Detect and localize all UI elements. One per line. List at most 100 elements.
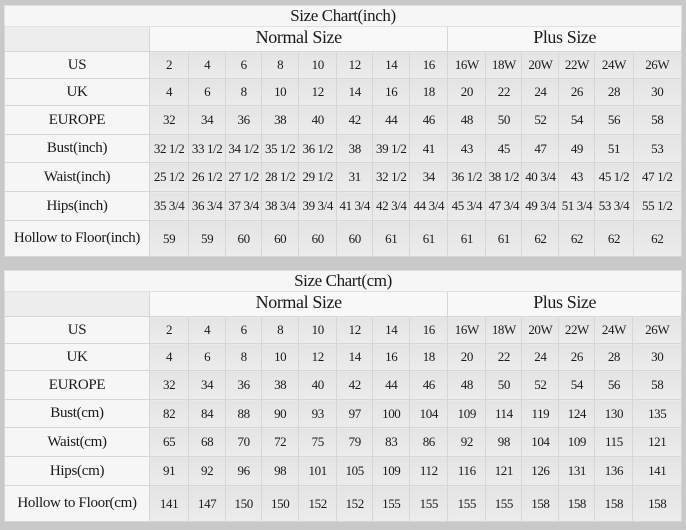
size-cell: 158 (594, 485, 634, 522)
size-cell: 51 (594, 134, 634, 163)
size-cell: 4 (149, 78, 190, 106)
size-cell: 44 3/4 (409, 191, 449, 221)
table-row: US 2 4 6 8 10 12 14 16 16W 18W 20W 22W 24W 26W (3, 51, 682, 79)
size-cell: 41 3/4 (336, 191, 374, 221)
size-cell: 22W (558, 51, 596, 79)
size-cell: 24 (521, 343, 560, 371)
size-cell: 124 (558, 399, 596, 428)
size-table: Size Chart(inch) Normal Size Plus Size US 2 4… (3, 5, 682, 257)
size-cell: 68 (188, 427, 227, 457)
size-cell: 42 3/4 (372, 191, 411, 221)
group-row: Normal Size Plus Size (3, 26, 682, 52)
size-cell: 158 (558, 485, 596, 522)
row-label: EUROPE (3, 370, 151, 400)
size-cell: 29 1/2 (298, 162, 338, 192)
table-row: Hollow to Floor(inch) 59 59 60 60 60 60 61 61 61 6… (3, 220, 682, 257)
size-cell: 44 (372, 105, 411, 135)
size-cell: 30 (632, 343, 682, 371)
size-cell: 35 3/4 (149, 191, 190, 221)
size-cell: 22W (558, 316, 596, 344)
size-cell: 38 (261, 370, 300, 400)
size-cell: 115 (594, 427, 634, 457)
row-label: EUROPE (3, 105, 151, 135)
title-row: Size Chart(inch) (4, 5, 682, 27)
size-cell: 24W (594, 51, 634, 79)
size-cell: 40 3/4 (521, 162, 560, 192)
row-label: Hips(cm) (3, 456, 151, 486)
size-cell: 130 (594, 399, 634, 428)
table-row: Hips(cm) 91 92 96 98 101 105 109 112 116 121 126 131… (3, 456, 682, 486)
size-cell: 34 (188, 105, 227, 135)
size-cell: 47 3/4 (485, 191, 523, 221)
size-cell: 75 (298, 427, 338, 457)
size-cell: 65 (149, 427, 190, 457)
size-cell: 131 (558, 456, 596, 486)
size-cell: 18W (485, 316, 523, 344)
size-cell: 27 1/2 (225, 162, 263, 192)
size-cell: 100 (372, 399, 411, 428)
table-row: US 2 4 6 8 10 12 14 16 16W 18W 20W 22W 24W 26W (3, 316, 682, 344)
size-cell: 48 (447, 105, 487, 135)
size-cell: 98 (485, 427, 523, 457)
size-cell: 109 (372, 456, 411, 486)
table-title: Size Chart(inch) (4, 5, 682, 27)
size-cell: 86 (409, 427, 449, 457)
size-cell: 4 (188, 316, 227, 344)
size-cell: 16 (409, 51, 449, 79)
table-row: Bust(cm) 82 84 88 90 93 97 100 104 109 114 119 124 13… (3, 399, 682, 428)
size-cell: 18W (485, 51, 523, 79)
size-cell: 38 3/4 (261, 191, 300, 221)
size-cell: 44 (372, 370, 411, 400)
size-cell: 36 1/2 (298, 134, 338, 163)
size-cell: 47 (521, 134, 560, 163)
size-cell: 16 (409, 316, 449, 344)
size-cell: 60 (225, 220, 263, 257)
size-cell: 50 (485, 370, 523, 400)
size-cell: 155 (447, 485, 487, 522)
row-label: Hollow to Floor(inch) (3, 220, 151, 257)
size-cell: 38 (261, 105, 300, 135)
size-cell: 152 (336, 485, 374, 522)
size-cell: 26 (558, 343, 596, 371)
size-cell: 91 (149, 456, 190, 486)
size-cell: 18 (409, 343, 449, 371)
row-label: US (3, 316, 151, 344)
header-blank-cell (3, 291, 151, 317)
size-cell: 50 (485, 105, 523, 135)
size-cell: 39 3/4 (298, 191, 338, 221)
size-cell: 16W (447, 51, 487, 79)
table-row: EUROPE 32 34 36 38 40 42 44 46 48 50 52 54 56 58 (3, 370, 682, 400)
size-cell: 51 3/4 (558, 191, 596, 221)
size-cell: 45 (485, 134, 523, 163)
header-blank-cell (3, 26, 151, 52)
size-cell: 121 (485, 456, 523, 486)
row-label: Bust(cm) (3, 399, 151, 428)
size-cell: 40 (298, 105, 338, 135)
size-cell: 32 (149, 370, 190, 400)
size-cell: 14 (372, 51, 411, 79)
size-cell: 10 (298, 316, 338, 344)
size-cell: 38 1/2 (485, 162, 523, 192)
size-cell: 47 1/2 (632, 162, 682, 192)
size-cell: 43 (558, 162, 596, 192)
title-row: Size Chart(cm) (4, 270, 682, 292)
size-cell: 28 1/2 (261, 162, 300, 192)
size-cell: 14 (336, 343, 374, 371)
size-cell: 58 (632, 105, 682, 135)
size-cell: 32 1/2 (372, 162, 411, 192)
size-cell: 84 (188, 399, 227, 428)
size-cell: 48 (447, 370, 487, 400)
size-cell: 92 (188, 456, 227, 486)
table-row: Hollow to Floor(cm) 141 147 150 150 152 152 155… (3, 485, 682, 522)
size-cell: 61 (447, 220, 487, 257)
size-cell: 54 (558, 105, 596, 135)
size-cell: 34 (188, 370, 227, 400)
size-cell: 135 (632, 399, 682, 428)
size-cell: 96 (225, 456, 263, 486)
size-cell: 49 (558, 134, 596, 163)
size-cell: 41 (409, 134, 449, 163)
size-cell: 112 (409, 456, 449, 486)
size-cell: 62 (558, 220, 596, 257)
table-row: Bust(inch) 32 1/2 33 1/2 34 1/2 35 1/2 36 1/2… (3, 134, 682, 163)
size-cell: 82 (149, 399, 190, 428)
